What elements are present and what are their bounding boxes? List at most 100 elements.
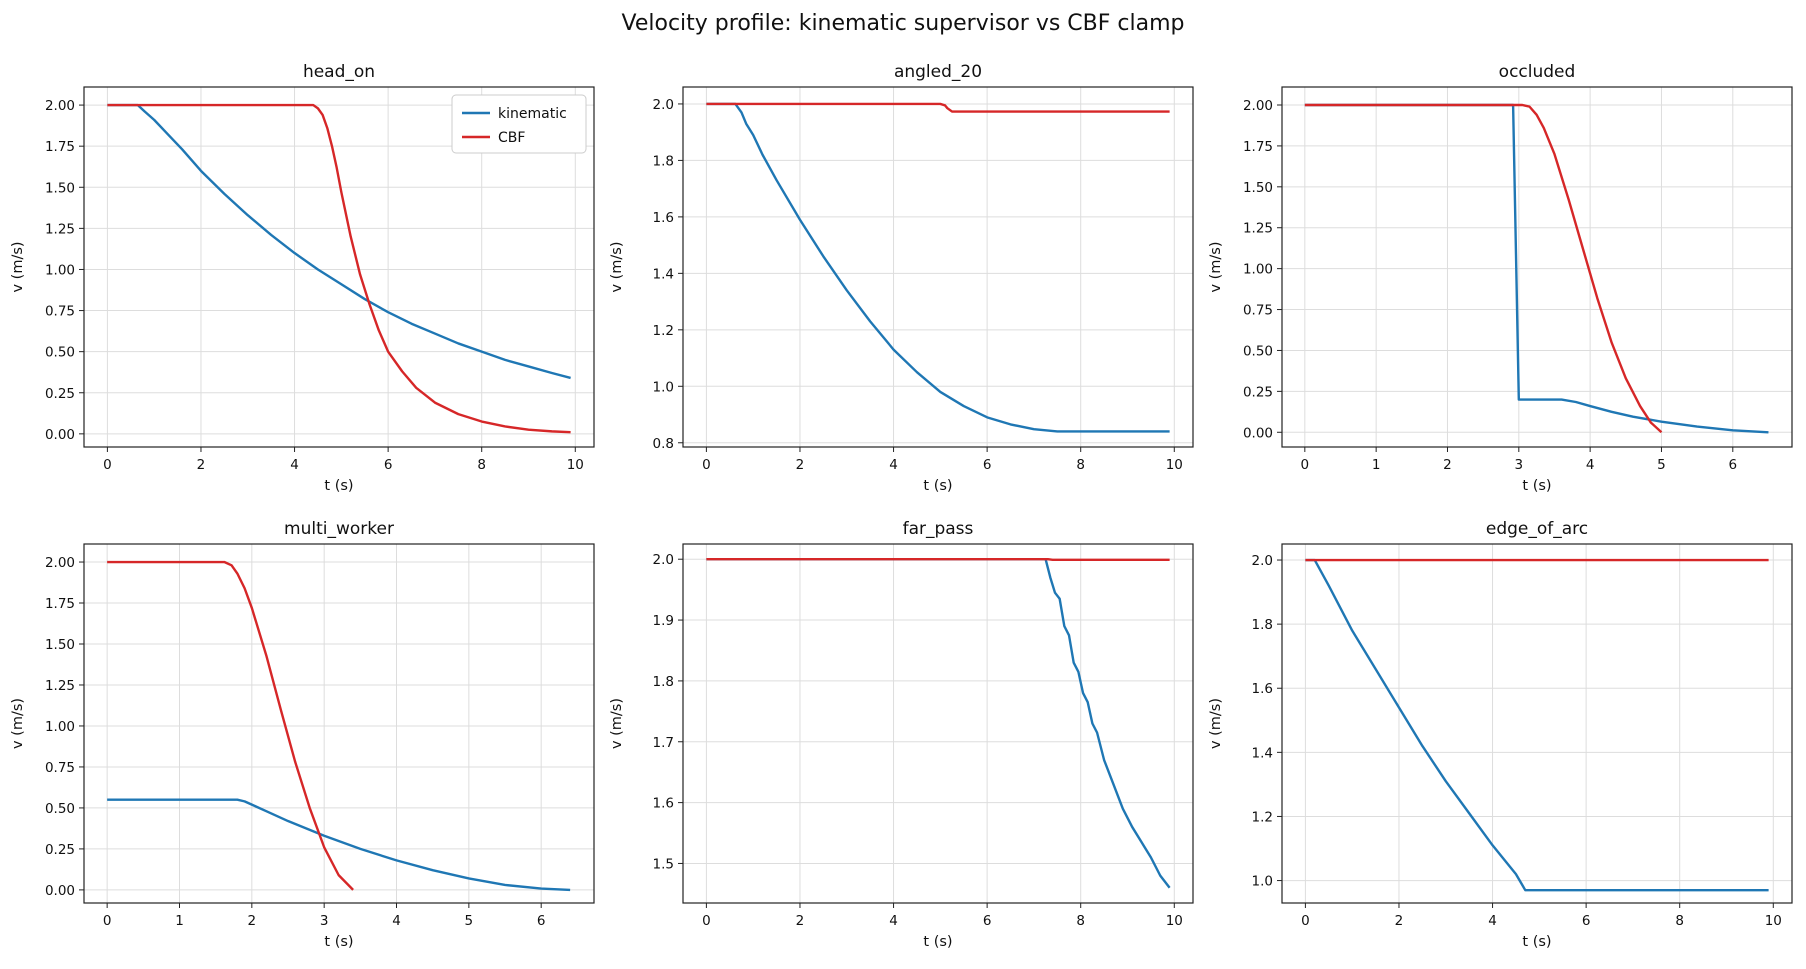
y-tick-label: 0.00	[1243, 425, 1273, 441]
y-tick-label: 1.8	[653, 153, 674, 169]
y-tick-label: 1.0	[1252, 874, 1273, 890]
x-tick-label: 0	[1301, 457, 1310, 473]
subplot-title: multi_worker	[284, 519, 394, 539]
axes-frame	[1281, 86, 1793, 448]
y-tick-label: 0.25	[45, 842, 75, 858]
legend-label-kinematic: kinematic	[498, 106, 567, 122]
x-axis-label: t (s)	[923, 934, 952, 950]
y-tick-label: 1.75	[1243, 139, 1273, 155]
y-tick-label: 1.00	[45, 719, 75, 735]
series-line-cbf	[1304, 103, 1663, 434]
y-tick-label: 1.75	[45, 596, 75, 612]
x-tick-label: 4	[889, 457, 898, 473]
y-tick-label: 1.50	[45, 180, 75, 196]
y-tick-label: 1.8	[1252, 617, 1273, 633]
x-tick-label: 10	[567, 457, 584, 473]
y-tick-label: 2.00	[45, 555, 75, 571]
y-axis-label: v (m/s)	[609, 698, 625, 749]
legend-box	[451, 94, 587, 154]
y-tick-label: 0.75	[45, 304, 75, 320]
x-tick-label: 6	[1729, 457, 1738, 473]
y-tick-label: 2.00	[45, 98, 75, 114]
y-tick-label: 1.6	[653, 796, 674, 812]
axes-frame	[682, 86, 1194, 448]
series-line-kinematic	[1305, 558, 1769, 892]
y-axis-label: v (m/s)	[1208, 241, 1224, 292]
x-tick-label: 8	[477, 457, 486, 473]
x-tick-label: 0	[103, 913, 112, 929]
x-tick-label: 10	[1166, 913, 1183, 929]
x-tick-label: 2	[796, 457, 805, 473]
x-tick-label: 4	[1586, 457, 1595, 473]
x-tick-label: 2	[796, 913, 805, 929]
y-tick-label: 1.25	[45, 678, 75, 694]
y-tick-label: 1.4	[653, 266, 674, 282]
series-line-cbf	[706, 102, 1170, 113]
x-tick-label: 4	[1488, 913, 1497, 929]
y-tick-label: 2.0	[653, 552, 674, 568]
y-tick-label: 1.2	[1252, 809, 1273, 825]
x-tick-label: 0	[103, 457, 112, 473]
x-tick-label: 0	[702, 457, 711, 473]
y-tick-label: 0.00	[45, 427, 75, 443]
x-tick-label: 6	[983, 913, 992, 929]
axes-frame	[83, 86, 595, 448]
y-tick-label: 1.25	[45, 221, 75, 237]
subplot-occluded: 0 1 2 3 4 5 6 0.00 0.25 0.50 0.75 1.00 1.25 1.50 1.75 2…	[1208, 62, 1793, 494]
y-tick-label: 1.50	[1243, 180, 1273, 196]
x-tick-label: 5	[465, 913, 474, 929]
x-tick-label: 8	[1076, 913, 1085, 929]
x-tick-label: 3	[1515, 457, 1524, 473]
legend: kinematic CBF	[451, 94, 587, 154]
y-tick-label: 1.6	[1252, 681, 1273, 697]
y-tick-label: 0.00	[45, 883, 75, 899]
x-tick-label: 2	[197, 457, 206, 473]
x-tick-label: 2	[1443, 457, 1452, 473]
x-tick-label: 1	[1372, 457, 1381, 473]
legend-label-cbf: CBF	[498, 130, 525, 146]
x-tick-label: 6	[983, 457, 992, 473]
y-tick-label: 1.50	[45, 637, 75, 653]
x-tick-label: 8	[1076, 457, 1085, 473]
y-tick-label: 2.0	[653, 97, 674, 113]
y-axis-label: v (m/s)	[10, 698, 26, 749]
series-line-cbf	[706, 558, 1170, 562]
x-tick-label: 1	[175, 913, 184, 929]
subplot-title: edge_of_arc	[1486, 519, 1588, 539]
x-tick-label: 6	[1582, 913, 1591, 929]
y-tick-label: 1.5	[653, 856, 674, 872]
x-tick-label: 2	[248, 913, 257, 929]
x-axis-label: t (s)	[324, 478, 353, 494]
y-tick-label: 1.0	[653, 379, 674, 395]
y-tick-label: 0.8	[653, 436, 674, 452]
x-tick-label: 0	[1301, 913, 1310, 929]
x-tick-label: 4	[889, 913, 898, 929]
x-tick-label: 5	[1657, 457, 1666, 473]
y-axis-label: v (m/s)	[1208, 698, 1224, 749]
subplot-angled-20: 0 2 4 6 8 10 0.8 1.0 1.2 1.4 1.6 1.8 2.0 angled_20t (…	[609, 62, 1194, 494]
x-tick-label: 4	[290, 457, 299, 473]
y-tick-label: 1.9	[653, 613, 674, 629]
subplot-head-on: 0 2 4 6 8 10 0.00 0.25 0.50 0.75 1.00 1.25 1.50 1.75 2…	[10, 62, 595, 494]
y-tick-label: 1.00	[1243, 262, 1273, 278]
x-tick-label: 6	[537, 913, 546, 929]
x-tick-label: 2	[1395, 913, 1404, 929]
y-tick-label: 0.25	[45, 386, 75, 402]
y-tick-label: 1.2	[653, 323, 674, 339]
y-tick-label: 2.00	[1243, 98, 1273, 114]
x-tick-label: 6	[384, 457, 393, 473]
x-tick-label: 0	[702, 913, 711, 929]
series-line-kinematic	[1304, 103, 1769, 434]
y-tick-label: 1.7	[653, 735, 674, 751]
x-axis-label: t (s)	[324, 934, 353, 950]
subplot-title: occluded	[1499, 62, 1576, 82]
x-axis-label: t (s)	[1522, 478, 1551, 494]
x-axis-label: t (s)	[923, 478, 952, 494]
y-tick-label: 1.4	[1252, 745, 1273, 761]
y-tick-label: 1.25	[1243, 221, 1273, 237]
subplot-multi-worker: 0 1 2 3 4 5 6 0.00 0.25 0.50 0.75 1.00 1.25 1.50 1.75 2…	[10, 519, 595, 950]
x-axis-label: t (s)	[1522, 934, 1551, 950]
y-tick-label: 1.75	[45, 139, 75, 155]
